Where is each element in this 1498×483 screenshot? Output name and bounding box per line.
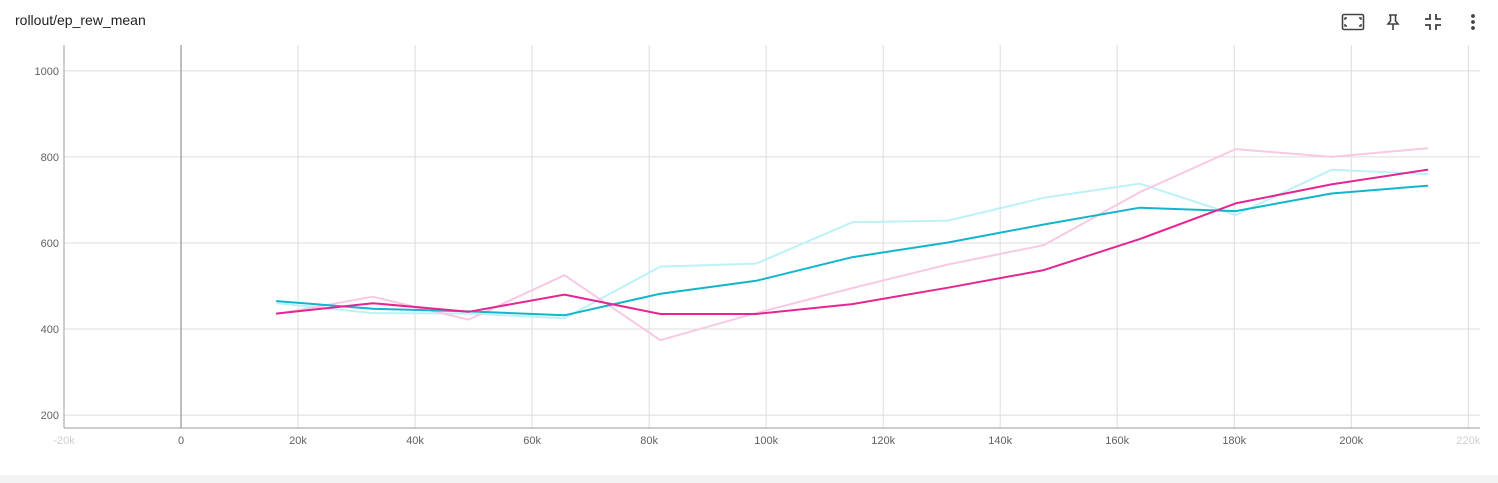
smoothed-series-line-3 <box>275 168 1429 315</box>
collapse-button[interactable] <box>1415 10 1451 34</box>
x-tick-label: 120k <box>871 435 895 447</box>
x-tick-label: 140k <box>988 435 1012 447</box>
more-vert-icon <box>1470 13 1476 31</box>
x-tick-label: 20k <box>289 435 307 447</box>
raw-series-line-0 <box>275 168 1429 320</box>
y-tick-label: 800 <box>41 152 59 164</box>
x-tick-label: 60k <box>523 435 541 447</box>
x-tick-label: 40k <box>406 435 424 447</box>
card-toolbar <box>1335 10 1495 34</box>
x-tick-label: 220k <box>1456 435 1480 447</box>
x-tick-label: 0 <box>178 435 184 447</box>
x-tick-label: 80k <box>640 435 658 447</box>
x-tick-label: 200k <box>1339 435 1363 447</box>
more-options-button[interactable] <box>1455 10 1491 34</box>
raw-series-line-1 <box>275 147 1429 342</box>
collapse-icon <box>1424 13 1442 31</box>
fit-domain-icon <box>1341 13 1365 31</box>
y-tick-label: 400 <box>41 324 59 336</box>
y-tick-label: 600 <box>41 238 59 250</box>
y-tick-label: 1000 <box>35 66 59 78</box>
pin-button[interactable] <box>1375 10 1411 34</box>
x-tick-label: 100k <box>754 435 778 447</box>
fit-domain-button[interactable] <box>1335 10 1371 34</box>
x-tick-label: 180k <box>1222 435 1246 447</box>
x-tick-label: -20k <box>53 435 75 447</box>
pin-icon <box>1386 13 1400 31</box>
y-tick-label: 200 <box>41 410 59 422</box>
x-tick-label: 160k <box>1105 435 1129 447</box>
chart-title: rollout/ep_rew_mean <box>15 12 146 28</box>
